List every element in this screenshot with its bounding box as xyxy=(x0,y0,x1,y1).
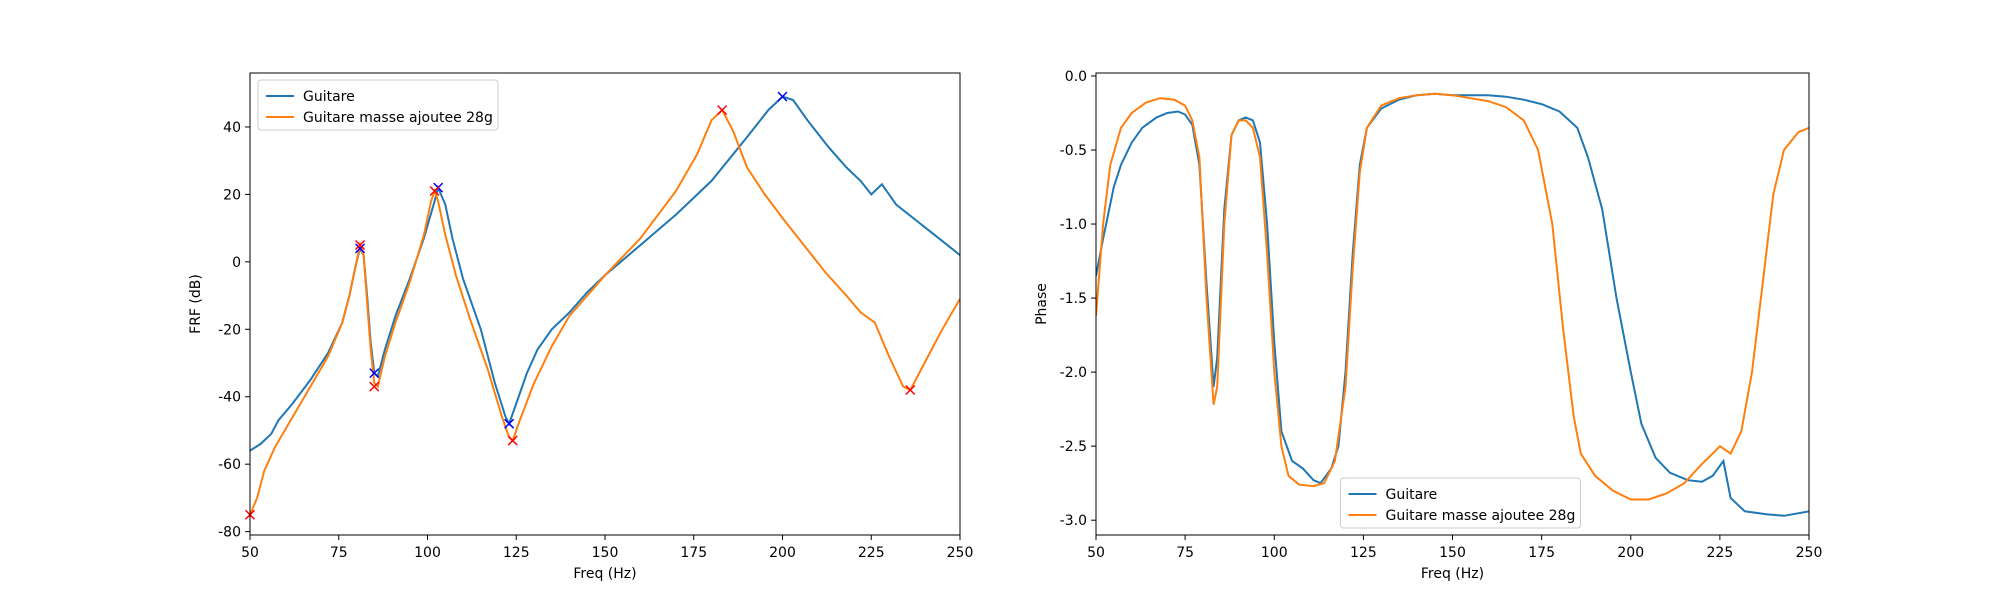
x-tick-label: 125 xyxy=(503,545,530,561)
legend-entry: Guitare xyxy=(303,89,355,105)
x-tick-label: 150 xyxy=(1439,545,1466,561)
y-tick-label: -40 xyxy=(218,390,241,406)
peak-marker xyxy=(504,418,515,429)
peak-marker xyxy=(369,368,380,379)
x-axis-label: Freq (Hz) xyxy=(573,566,636,582)
legend: Guitare Guitare masse ajoutee 28g xyxy=(1340,477,1581,529)
legend-entry: Guitare masse ajoutee 28g xyxy=(303,110,493,126)
peak-marker xyxy=(429,185,440,197)
y-tick-label: -1.5 xyxy=(1060,291,1087,307)
y-tick-label: -0.5 xyxy=(1060,143,1087,159)
x-tick-label: 100 xyxy=(1261,545,1288,561)
x-tick-label: 225 xyxy=(1707,545,1734,561)
y-axis-label: FRF (dB) xyxy=(188,274,204,334)
y-tick-label: -3.0 xyxy=(1060,513,1087,529)
y-tick-label: -80 xyxy=(218,525,241,541)
x-tick-label: 225 xyxy=(858,545,885,561)
x-tick-label: 75 xyxy=(330,545,348,561)
x-tick-label: 200 xyxy=(769,545,796,561)
legend-box xyxy=(1340,477,1581,529)
y-tick-label: 20 xyxy=(223,187,241,203)
x-tick-label: 150 xyxy=(592,545,619,561)
x-tick-label: 175 xyxy=(680,545,707,561)
peak-marker xyxy=(355,239,366,251)
x-tick-label: 100 xyxy=(414,545,441,561)
frf-chart: 50 75 100 125 150 175 200 225 250 -80 -60 -40 -20 0 20… xyxy=(188,72,974,582)
y-tick-label: -2.5 xyxy=(1060,439,1087,455)
series-line-1 xyxy=(1096,92,1809,501)
y-axis-label: Phase xyxy=(1034,283,1050,325)
peak-marker xyxy=(905,384,916,396)
x-tick-label: 125 xyxy=(1350,545,1377,561)
legend-box xyxy=(257,79,499,131)
y-tick-label: -1.0 xyxy=(1060,217,1087,233)
legend: Guitare Guitare masse ajoutee 28g xyxy=(257,79,499,131)
y-tick-label: 0.0 xyxy=(1065,69,1087,85)
peak-marker xyxy=(369,381,380,392)
legend-entry: Guitare masse ajoutee 28g xyxy=(1386,508,1576,524)
y-tick-label: -60 xyxy=(218,457,241,473)
peak-marker xyxy=(507,435,518,446)
legend-entry: Guitare xyxy=(1386,487,1438,503)
x-tick-label: 250 xyxy=(1796,545,1823,561)
x-tick-label: 75 xyxy=(1176,545,1194,561)
y-tick-label: 0 xyxy=(232,255,241,271)
peak-marker xyxy=(777,91,788,102)
peak-marker xyxy=(355,243,366,254)
x-axis-label: Freq (Hz) xyxy=(1421,566,1484,582)
y-tick-label: -20 xyxy=(218,322,241,338)
y-tick-label: -2.0 xyxy=(1060,365,1087,381)
phase-chart: 50 75 100 125 150 175 200 225 250 -3.0 -2.5 -2.0 -1.… xyxy=(1034,69,1822,582)
x-tick-label: 250 xyxy=(947,545,974,561)
peak-marker xyxy=(717,105,728,116)
x-tick-label: 50 xyxy=(1087,545,1105,561)
y-tick-label: 40 xyxy=(223,120,241,136)
x-tick-label: 200 xyxy=(1617,545,1644,561)
x-tick-label: 50 xyxy=(241,545,259,561)
x-tick-label: 175 xyxy=(1528,545,1555,561)
